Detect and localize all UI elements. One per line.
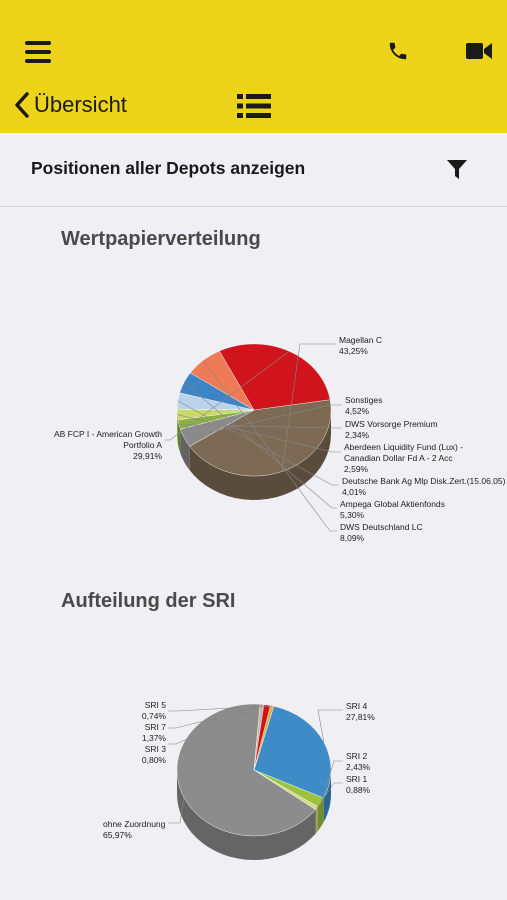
pie-side-sonstiges bbox=[180, 429, 190, 471]
slice-label-dws-deutschland-lc: DWS Deutschland LC 8,09% bbox=[340, 522, 423, 543]
list-icon[interactable] bbox=[237, 94, 271, 118]
filter-icon[interactable] bbox=[447, 160, 467, 180]
chart-title-sri: Aufteilung der SRI bbox=[61, 590, 236, 612]
leader-line-sri-3 bbox=[168, 704, 263, 745]
slice-label-dws-vorsorge-premium: DWS Vorsorge Premium 2,34% bbox=[345, 419, 438, 440]
leader-line-sri-1 bbox=[316, 782, 343, 809]
pie-side-sri-2 bbox=[317, 798, 324, 831]
video-icon[interactable] bbox=[466, 42, 492, 60]
slice-label-magellan-c: Magellan C 43,25% bbox=[339, 335, 382, 356]
filter-title: Positionen aller Depots anzeigen bbox=[31, 158, 306, 178]
slice-label-deutsche-bank-ag-mlp-disk-zert-15-06-05: Deutsche Bank Ag Mlp Disk.Zert.(15.06.05… bbox=[342, 476, 506, 497]
slice-label-sonstiges: Sonstiges 4,52% bbox=[345, 395, 382, 416]
leader-line-sonstiges bbox=[184, 404, 342, 439]
slice-label-sri-5: SRI 5 0,74% bbox=[142, 700, 167, 721]
slice-label-ohne-zuordnung: ohne Zuordnung 65,97% bbox=[103, 819, 166, 840]
slice-label-sri-4: SRI 4 27,81% bbox=[346, 701, 375, 722]
pie-chart-wertpapierverteilung: Magellan C 43,25% Sonstiges 4,52% DWS Vorsor… bbox=[54, 335, 506, 543]
pie-side-sri-4 bbox=[323, 770, 331, 822]
slice-label-sri-3: SRI 3 0,80% bbox=[142, 744, 167, 765]
phone-icon[interactable] bbox=[387, 40, 409, 62]
pie-slice-ab-fcp-i-american-growth-portfolio-a bbox=[219, 343, 331, 411]
slice-label-ab-fcp-i-american-growth-portfolio-a: AB FCP I - American Growth Portfolio A 29,… bbox=[54, 429, 162, 461]
pie-sides bbox=[177, 770, 331, 860]
leader-line-sri-4 bbox=[317, 709, 343, 743]
leader-line-dws-deutschland-lc bbox=[203, 360, 337, 532]
slice-label-sri-1: SRI 1 0,88% bbox=[346, 774, 371, 795]
leader-line-sri-7 bbox=[168, 704, 268, 729]
leader-line-magellan-c bbox=[281, 343, 336, 472]
pie-slice-sri-5 bbox=[253, 705, 275, 771]
slice-label-ampega-global-aktienfonds: Ampega Global Aktienfonds 5,30% bbox=[340, 499, 445, 520]
leader-line-sri-2 bbox=[320, 760, 343, 803]
leader-line-sri-5 bbox=[168, 705, 273, 712]
back-label: Übersicht bbox=[34, 92, 127, 117]
chart-title-wertpapier: Wertpapierverteilung bbox=[61, 228, 261, 250]
pie-side-sri-1 bbox=[315, 806, 318, 834]
filter-bar: Positionen aller Depots anzeigen bbox=[0, 133, 507, 207]
leader-line-aberdeen-liquidity-fund-lux-canadian-dollar-fd-a-2-acc bbox=[177, 414, 341, 453]
app-header: Übersicht bbox=[0, 0, 507, 133]
menu-icon[interactable] bbox=[25, 41, 51, 63]
leader-line-ampega-global-aktienfonds bbox=[183, 382, 337, 509]
leader-line-ab-fcp-i-american-growth-portfolio-a bbox=[164, 351, 290, 441]
pie-slice-ohne-zuordnung bbox=[176, 703, 316, 837]
leader-line-deutsche-bank-ag-mlp-disk-zert-15-06-05 bbox=[177, 400, 339, 486]
chevron-left-icon bbox=[15, 92, 29, 118]
slice-label-aberdeen-liquidity-fund-lux-canadian-dollar-fd-a-2-acc: Aberdeen Liquidity Fund (Lux) -Canadian … bbox=[344, 442, 463, 474]
pie-side-ohne-zuordnung bbox=[177, 770, 316, 860]
pie-chart-sri: SRI 4 27,81% SRI 2 2,43%SRI 1 0,88% ohne Zuor… bbox=[103, 700, 375, 860]
slice-label-sri-2: SRI 2 2,43% bbox=[346, 751, 371, 772]
back-button[interactable]: Übersicht bbox=[14, 88, 127, 122]
pie-side-aberdeen-liquidity-fund-lux-canadian-dollar-fd-a-2-acc bbox=[177, 410, 178, 444]
leader-line-ohne-zuordnung bbox=[168, 797, 185, 824]
slice-label-sri-7: SRI 7 1,37% bbox=[142, 722, 167, 743]
pie-side-dws-vorsorge-premium bbox=[177, 419, 181, 454]
leader-line-dws-vorsorge-premium bbox=[178, 424, 342, 429]
